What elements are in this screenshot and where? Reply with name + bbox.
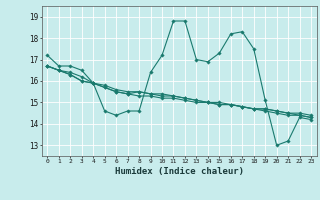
X-axis label: Humidex (Indice chaleur): Humidex (Indice chaleur) [115,167,244,176]
